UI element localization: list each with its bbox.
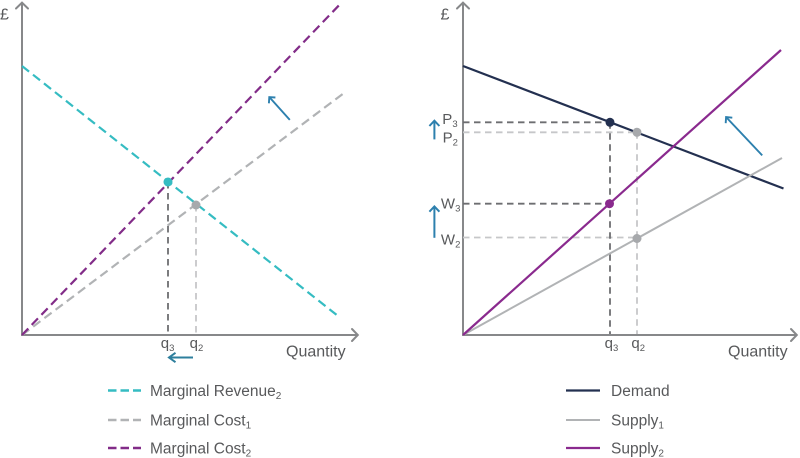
svg-text:q2: q2	[190, 335, 204, 354]
svg-text:q3: q3	[161, 335, 175, 354]
svg-text:£: £	[441, 7, 450, 24]
svg-text:W3: W3	[441, 195, 460, 214]
svg-text:Quantity: Quantity	[728, 344, 788, 361]
svg-text:P2: P2	[443, 129, 458, 148]
svg-text:Marginal Cost2: Marginal Cost2	[150, 440, 252, 458]
svg-text:Marginal Cost1: Marginal Cost1	[150, 412, 252, 431]
svg-text:q3: q3	[605, 335, 619, 354]
svg-text:Demand: Demand	[611, 383, 670, 400]
svg-text:Supply1: Supply1	[611, 412, 664, 431]
svg-text:q2: q2	[631, 335, 645, 354]
svg-text:Quantity: Quantity	[286, 344, 346, 361]
svg-text:W2: W2	[441, 231, 460, 250]
svg-text:Supply2: Supply2	[611, 440, 664, 458]
svg-text:Marginal Revenue2: Marginal Revenue2	[150, 383, 282, 402]
svg-text:P3: P3	[442, 111, 457, 130]
svg-text:£: £	[0, 7, 9, 24]
